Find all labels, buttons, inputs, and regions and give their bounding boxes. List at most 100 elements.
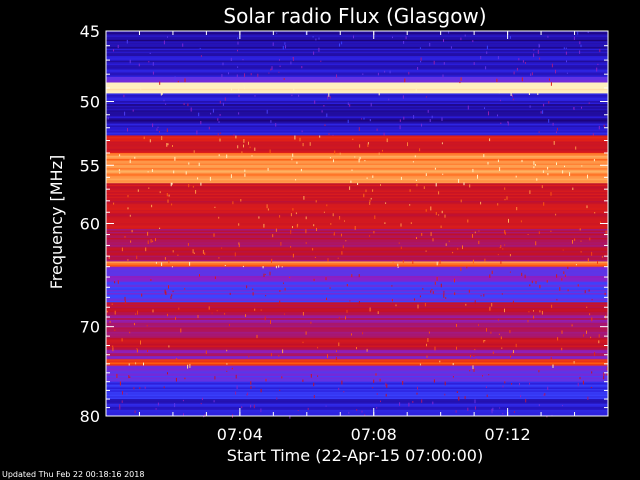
spectrogram-speckle	[547, 35, 549, 38]
spectrogram-speckle	[349, 104, 351, 107]
spectrogram-band-row	[106, 129, 608, 132]
spectrogram-band-row	[106, 101, 608, 104]
spectrogram-speckle	[235, 135, 237, 139]
spectrogram-speckle	[504, 381, 506, 384]
spectrogram-speckle	[167, 372, 168, 375]
spectrogram-speckle	[236, 74, 238, 78]
spectrogram-band-row	[106, 59, 608, 61]
spectrogram-speckle	[441, 142, 443, 145]
spectrogram-speckle	[159, 191, 161, 194]
spectrogram-band-row	[106, 168, 608, 171]
spectrogram-speckle	[547, 386, 549, 390]
spectrogram-band-row	[106, 93, 608, 96]
spectrogram-speckle	[201, 397, 203, 401]
spectrogram-speckle	[373, 231, 375, 234]
spectrogram-speckle	[174, 403, 176, 408]
spectrogram-speckle	[525, 398, 527, 403]
spectrogram-speckle	[166, 143, 168, 147]
spectrogram-speckle	[238, 112, 240, 115]
spectrogram-band-row	[106, 150, 608, 152]
spectrogram-speckle	[271, 259, 272, 263]
spectrogram-speckle	[219, 90, 221, 92]
spectrogram-speckle	[171, 203, 173, 206]
spectrogram-speckle	[606, 372, 608, 376]
spectrogram-speckle	[359, 144, 361, 148]
spectrogram-speckle	[231, 87, 232, 91]
spectrogram-band-row	[106, 240, 608, 243]
spectrogram-band-row	[106, 205, 608, 208]
spectrogram-speckle	[591, 251, 593, 256]
spectrogram-speckle	[328, 133, 330, 135]
spectrogram-speckle	[534, 164, 536, 166]
spectrogram-band-row	[106, 47, 608, 50]
spectrogram-speckle	[419, 363, 421, 366]
spectrogram-speckle	[556, 131, 557, 134]
spectrogram-speckle	[136, 349, 138, 353]
spectrogram-speckle	[573, 36, 575, 40]
spectrogram-speckle	[432, 401, 434, 405]
spectrogram-speckle	[497, 319, 499, 321]
spectrogram-speckle	[421, 399, 423, 403]
spectrogram-speckle	[500, 245, 502, 248]
spectrogram-speckle	[525, 62, 526, 64]
spectrogram-speckle	[313, 51, 315, 55]
spectrogram-speckle	[555, 213, 557, 216]
spectrogram-speckle	[577, 382, 579, 387]
spectrogram-band-row	[106, 299, 608, 302]
spectrogram-speckle	[577, 284, 579, 287]
spectrogram-band-row	[106, 393, 608, 396]
spectrogram-speckle	[504, 187, 506, 190]
spectrogram-speckle	[135, 313, 137, 315]
spectrogram-speckle	[402, 95, 404, 99]
spectrogram-speckle	[114, 310, 116, 315]
spectrogram-speckle	[339, 216, 341, 220]
spectrogram-speckle	[183, 413, 184, 416]
spectrogram-speckle	[279, 65, 281, 67]
spectrogram-speckle	[486, 51, 488, 54]
spectrogram-band-row	[106, 283, 608, 286]
spectrogram-speckle	[290, 229, 292, 234]
spectrogram-speckle	[537, 92, 539, 95]
spectrogram-speckle	[330, 223, 332, 225]
spectrogram-speckle	[217, 133, 219, 137]
spectrogram-band-row	[106, 181, 608, 184]
spectrogram-speckle	[119, 406, 121, 410]
spectrogram-speckle	[357, 182, 359, 185]
spectrogram-speckle	[430, 206, 432, 211]
spectrogram-speckle	[152, 71, 154, 75]
spectrogram-speckle	[527, 320, 529, 323]
spectrogram-speckle	[521, 159, 523, 163]
spectrogram-speckle	[385, 202, 387, 204]
spectrogram-band-row	[106, 227, 608, 230]
spectrogram-band-row	[106, 108, 608, 111]
spectrogram-speckle	[313, 395, 315, 399]
spectrogram-speckle	[529, 382, 530, 385]
spectrogram-speckle	[484, 107, 485, 109]
spectrogram-speckle	[377, 311, 379, 314]
spectrogram-band-row	[106, 148, 608, 151]
spectrogram-speckle	[549, 78, 550, 81]
spectrogram-speckle	[431, 288, 433, 291]
x-tick-label: 07:04	[217, 425, 263, 444]
spectrogram-speckle	[265, 295, 267, 297]
spectrogram-speckle	[193, 150, 195, 153]
spectrogram-speckle	[375, 373, 377, 376]
spectrogram-band-row	[106, 175, 608, 178]
spectrogram-speckle	[474, 231, 476, 234]
spectrogram-speckle	[547, 173, 549, 176]
spectrogram-band-row	[106, 313, 608, 316]
spectrogram-speckle	[566, 72, 568, 74]
spectrogram-speckle	[364, 414, 366, 417]
spectrogram-speckle	[279, 389, 281, 391]
spectrogram-speckle	[283, 78, 285, 80]
spectrogram-speckle	[550, 357, 552, 360]
spectrogram-band-row	[106, 214, 608, 217]
spectrogram-band-row	[106, 90, 608, 93]
spectrogram-speckle	[133, 387, 135, 390]
spectrogram-speckle	[539, 45, 540, 47]
spectrogram-speckle	[496, 83, 498, 85]
spectrogram-speckle	[226, 363, 228, 365]
spectrogram-band-row	[106, 45, 608, 48]
y-tick-label: 50	[80, 93, 100, 112]
spectrogram-speckle	[336, 350, 337, 352]
